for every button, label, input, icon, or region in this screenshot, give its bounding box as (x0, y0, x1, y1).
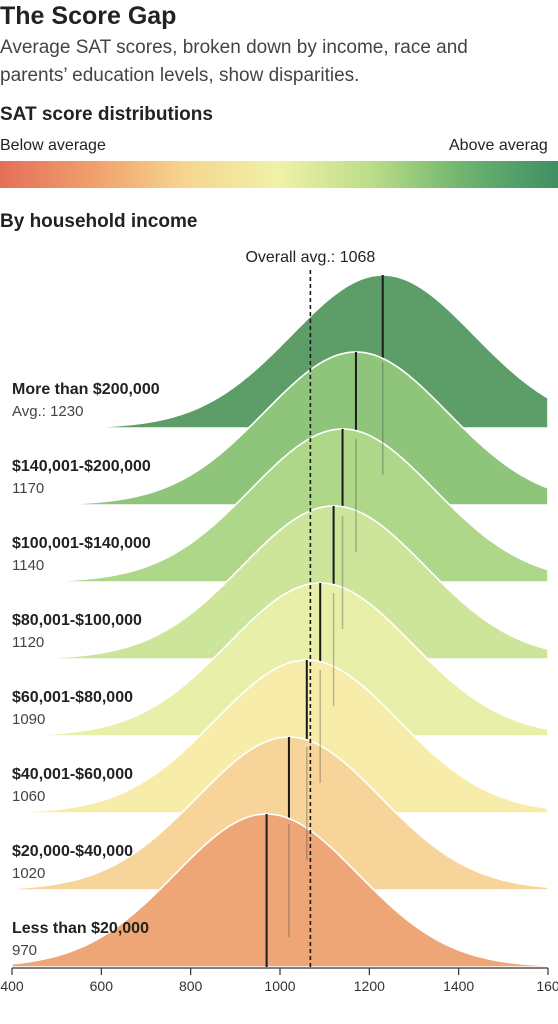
ridge-area (11, 813, 549, 968)
legend-above-label: Above averag (449, 137, 548, 154)
ridge-7 (11, 813, 549, 968)
series-average-label: 1170 (12, 480, 44, 497)
series-average-label: 1090 (12, 711, 45, 728)
ridge-area (11, 351, 549, 506)
series-name: Less than $20,000 (12, 920, 149, 937)
series-average-label: 1120 (12, 634, 44, 651)
series-average-label: 970 (12, 942, 37, 959)
x-tick-label: 1000 (264, 978, 295, 994)
overall-average-label: Overall avg.: 1068 (245, 249, 375, 266)
series-name: $100,001-$140,000 (12, 535, 151, 552)
series-average-label: 1020 (12, 865, 45, 882)
ridge-area (11, 505, 549, 660)
series-average-label: 1140 (12, 557, 44, 574)
section-title: By household income (0, 211, 198, 232)
ridge-area (11, 428, 549, 583)
x-tick-label: 600 (90, 978, 114, 994)
series-name: More than $200,000 (12, 381, 160, 398)
ridge-area (11, 736, 549, 891)
ridge-area (11, 659, 549, 814)
x-tick-label: 1400 (443, 978, 474, 994)
series-name: $60,001-$80,000 (12, 689, 133, 706)
x-tick-label: 800 (179, 978, 203, 994)
series-name: $40,001-$60,000 (12, 766, 133, 783)
chart-subtitle: Average SAT scores, broken down by incom… (0, 37, 468, 86)
x-tick-label: 1200 (354, 978, 385, 994)
legend-heading: SAT score distributions (0, 104, 213, 125)
legend-below-label: Below average (0, 137, 106, 154)
series-name: $20,000-$40,000 (12, 843, 133, 860)
x-tick-label: 160 (536, 978, 558, 994)
chart-title: The Score Gap (0, 2, 177, 30)
series-name: $80,001-$100,000 (12, 612, 142, 629)
series-name: $140,001-$200,000 (12, 458, 151, 475)
series-average-label: 1060 (12, 788, 45, 805)
ridge-area (11, 582, 549, 737)
x-tick-label: 400 (0, 978, 24, 994)
color-scale-gradient (0, 161, 558, 188)
series-average-label: Avg.: 1230 (12, 403, 83, 420)
